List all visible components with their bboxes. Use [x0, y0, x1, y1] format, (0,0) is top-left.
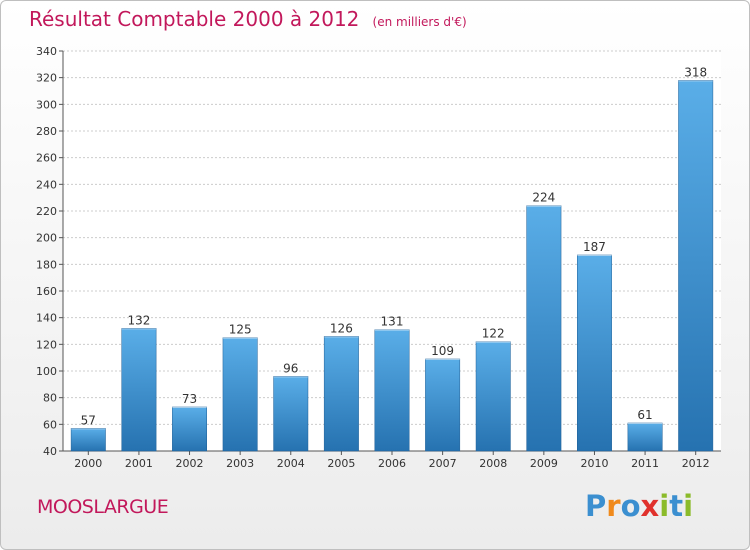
value-label-2009: 224: [532, 191, 555, 205]
y-tick-label-200: 200: [36, 232, 57, 245]
value-label-2011: 61: [637, 408, 652, 422]
town-name: MOOSLARGUE: [37, 496, 169, 518]
x-tick-label-2003: 2003: [226, 457, 254, 470]
logo-letter: i: [659, 489, 670, 523]
y-tick-label-40: 40: [43, 445, 57, 458]
x-tick-label-2005: 2005: [327, 457, 355, 470]
x-tick-label-2004: 2004: [277, 457, 305, 470]
x-tick-label-2000: 2000: [74, 457, 102, 470]
logo-letter: x: [640, 489, 660, 523]
bar-2009: [526, 205, 562, 452]
logo-letter: o: [620, 489, 641, 523]
chart-unit-note: (en milliers d'€): [372, 15, 467, 29]
x-tick-label-2002: 2002: [176, 457, 204, 470]
x-tick-label-2012: 2012: [682, 457, 710, 470]
y-tick-label-300: 300: [36, 98, 57, 111]
data-labels: 57 132 73 125 96 126 131 109 122 224 187 61 318: [81, 65, 707, 427]
y-tick-label-100: 100: [36, 365, 57, 378]
bar-2004: [273, 376, 309, 452]
x-tick-label-2009: 2009: [530, 457, 558, 470]
value-label-2000: 57: [81, 413, 96, 427]
chart-title: Résultat Comptable 2000 à 2012: [29, 7, 360, 31]
value-label-2005: 126: [330, 321, 353, 335]
bar-2003: [222, 337, 258, 452]
y-tick-label-240: 240: [36, 178, 57, 191]
x-tick-label-2008: 2008: [479, 457, 507, 470]
value-label-2008: 122: [482, 327, 505, 341]
y-tick-label-160: 160: [36, 285, 57, 298]
bar-2002: [172, 406, 207, 452]
value-label-2004: 96: [283, 361, 298, 375]
logo-letter: i: [683, 489, 694, 523]
proxiti-logo[interactable]: Proxiti: [585, 489, 693, 523]
y-tick-label-140: 140: [36, 312, 57, 325]
bar-2000: [70, 428, 106, 452]
x-tick-label-2001: 2001: [125, 457, 153, 470]
y-tick-label-60: 60: [43, 418, 57, 431]
y-tick-label-320: 320: [36, 72, 57, 85]
bar-2008: [475, 341, 511, 452]
y-tick-label-120: 120: [36, 338, 57, 351]
bar-2001: [121, 328, 157, 452]
value-label-2001: 132: [127, 313, 150, 327]
x-tick-label-2006: 2006: [378, 457, 406, 470]
bar-2012: [678, 80, 714, 452]
title-row: Résultat Comptable 2000 à 2012 (en milli…: [29, 7, 467, 31]
y-tick-label-260: 260: [36, 152, 57, 165]
value-label-2006: 131: [381, 315, 404, 329]
logo-letter: P: [585, 489, 607, 523]
y-tick-label-180: 180: [36, 258, 57, 271]
bar-2011: [627, 422, 663, 452]
bar-2005: [323, 336, 359, 452]
value-label-2002: 73: [182, 392, 197, 406]
value-label-2007: 109: [431, 344, 454, 358]
bar-2006: [374, 329, 410, 452]
value-label-2010: 187: [583, 240, 606, 254]
x-tick-label-2007: 2007: [429, 457, 457, 470]
logo-letter: t: [669, 489, 684, 523]
logo-letter: r: [606, 489, 621, 523]
bar-2007: [425, 358, 461, 452]
bar-2010: [577, 254, 612, 452]
y-tick-label-80: 80: [43, 392, 57, 405]
x-tick-label-2010: 2010: [580, 457, 608, 470]
y-tick-label-340: 340: [36, 45, 57, 58]
value-label-2003: 125: [229, 323, 252, 337]
x-tick-label-2011: 2011: [631, 457, 659, 470]
bars: [70, 80, 714, 452]
y-tick-label-280: 280: [36, 125, 57, 138]
value-label-2012: 318: [684, 65, 707, 79]
y-tick-label-220: 220: [36, 205, 57, 218]
